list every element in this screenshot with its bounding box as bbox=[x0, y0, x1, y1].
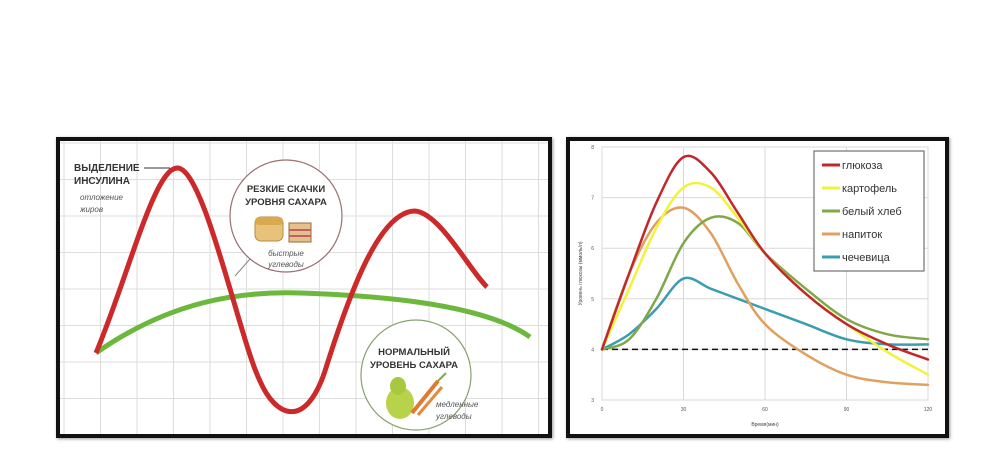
insulin-label-line2: ИНСУЛИНА bbox=[74, 176, 130, 187]
x-tick-label: 0 bbox=[601, 407, 604, 413]
legend-label: белый хлеб bbox=[842, 206, 902, 218]
spikes-title-line1: РЕЗКИЕ СКАЧКИ bbox=[247, 184, 325, 195]
fat-label-line2: жиров bbox=[79, 205, 103, 214]
series-line-2 bbox=[600, 215, 930, 351]
normal-title-line1: НОРМАЛЬНЫЙ bbox=[378, 346, 450, 358]
slow-carbs-line1: медленные bbox=[436, 400, 479, 409]
spikes-title-line2: УРОВНЯ САХАРА bbox=[245, 197, 327, 208]
chart-ticks: 3 4 5 6 7 8 0 30 60 90 120 bbox=[591, 145, 932, 413]
legend-label: картофель bbox=[842, 183, 897, 195]
series-line-3 bbox=[600, 206, 930, 387]
fat-label-line1: отложение bbox=[80, 193, 124, 202]
y-tick-label: 3 bbox=[591, 398, 594, 404]
slow-carbs-line2: углеводы bbox=[435, 412, 472, 421]
series-line-0 bbox=[600, 154, 930, 361]
sugar-spikes-svg: ВЫДЕЛЕНИЕ ИНСУЛИНА отложение жиров РЕЗКИ… bbox=[60, 141, 548, 434]
x-tick-label: 30 bbox=[681, 407, 687, 413]
sugar-spike-curve bbox=[93, 165, 489, 415]
bread-icon bbox=[254, 216, 284, 242]
y-axis-label: Уровень глюкозы (ммоль/л) bbox=[578, 241, 584, 305]
y-tick-label: 8 bbox=[591, 145, 594, 151]
x-tick-label: 120 bbox=[924, 407, 933, 413]
y-tick-label: 7 bbox=[591, 196, 594, 202]
carrot-icon bbox=[410, 372, 447, 416]
series-line-1 bbox=[600, 181, 930, 376]
chart-series bbox=[600, 154, 930, 387]
fast-carbs-line2: углеводы bbox=[267, 260, 304, 269]
fast-carbs-line1: быстрые bbox=[268, 249, 304, 258]
spikes-callout: РЕЗКИЕ СКАЧКИ УРОВНЯ САХАРА быстрые угле… bbox=[229, 159, 343, 277]
glucose-chart-svg: 3 4 5 6 7 8 0 30 60 90 120 Время(мин) Уровень глюк… bbox=[578, 145, 932, 428]
sugar-spikes-diagram: ВЫДЕЛЕНИЕ ИНСУЛИНА отложение жиров РЕЗКИ… bbox=[56, 137, 552, 438]
x-tick-label: 60 bbox=[762, 407, 768, 413]
glucose-chart: 3 4 5 6 7 8 0 30 60 90 120 Время(мин) Уровень глюк… bbox=[566, 137, 949, 438]
legend-label: напиток bbox=[842, 229, 882, 241]
y-tick-label: 5 bbox=[591, 297, 594, 303]
x-tick-label: 90 bbox=[844, 407, 850, 413]
x-axis-label: Время(мин) bbox=[751, 422, 779, 428]
y-tick-label: 6 bbox=[591, 246, 594, 252]
y-tick-label: 4 bbox=[591, 347, 594, 353]
cake-icon bbox=[288, 222, 312, 243]
legend-label: чечевица bbox=[842, 252, 891, 264]
chart-legend: глюкоза картофель белый хлеб напиток чечевиц… bbox=[813, 150, 925, 272]
legend-label: глюкоза bbox=[842, 160, 883, 172]
normal-callout: НОРМАЛЬНЫЙ УРОВЕНЬ САХАРА медленные угле… bbox=[360, 319, 479, 431]
normal-sugar-curve bbox=[94, 290, 532, 356]
series-line-4 bbox=[600, 276, 930, 351]
pear-icon bbox=[386, 377, 414, 419]
normal-title-line2: УРОВЕНЬ САХАРА bbox=[370, 360, 458, 371]
insulin-label-line1: ВЫДЕЛЕНИЕ bbox=[74, 163, 140, 174]
